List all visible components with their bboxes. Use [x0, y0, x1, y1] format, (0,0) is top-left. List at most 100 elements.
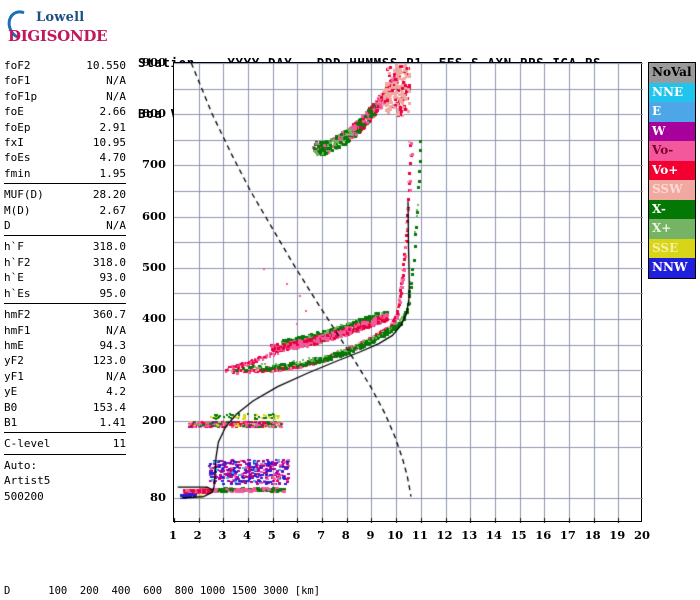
x-tick-label: 4 [243, 528, 252, 542]
parameter-row: h`Es 95.0 [4, 286, 126, 301]
legend-item-x-[interactable]: X- [649, 199, 695, 219]
legend-item-vo-[interactable]: Vo- [649, 141, 695, 161]
x-tick-label: 5 [267, 528, 276, 542]
legend-item-ssw[interactable]: SSW [649, 180, 695, 200]
x-tick-label: 6 [292, 528, 301, 542]
x-tick-label: 11 [411, 528, 428, 542]
x-tick-label: 16 [535, 528, 552, 542]
parameter-value: 94.3 [99, 338, 127, 352]
legend-item-w[interactable]: W [649, 121, 695, 141]
parameter-value: 1.95 [99, 166, 127, 180]
parameter-key: B1 [4, 415, 18, 429]
ionogram-parameter-panel: foF2 10.550 foF1 N/A foF1p N/A foE 2.66 foEp 2.91… [4, 58, 126, 504]
parameter-group: h`F 318.0 h`F2 318.0 h`E 93.0 h`Es 95.0 [4, 239, 126, 305]
y-tick-label: 200 [141, 413, 166, 428]
x-tick-label: 9 [366, 528, 375, 542]
parameter-value: 93.0 [99, 271, 127, 285]
parameter-row: yF1 N/A [4, 369, 126, 384]
parameter-row: fxI 10.95 [4, 135, 126, 150]
parameter-value: N/A [106, 219, 126, 233]
direction-color-legend: NoVal NNE E W Vo- Vo+ SSW X- X+ SSE NNW [648, 62, 696, 279]
parameter-key: foF1 [4, 74, 31, 88]
x-tick-label: 18 [584, 528, 601, 542]
parameter-value: 2.66 [99, 105, 127, 119]
parameter-value: 360.7 [92, 308, 126, 322]
y-tick-label: 400 [141, 311, 166, 325]
auto-code: 500200 [4, 489, 44, 503]
parameter-row: foF2 10.550 [4, 58, 126, 73]
logo-brand-bottom: DIGISONDE [8, 27, 108, 45]
parameter-group: hmF2 360.7 hmF1 N/A hmE 94.3 yF2 123.0 yF1 N/A yE 4… [4, 307, 127, 434]
parameter-key: yE [4, 385, 18, 399]
parameter-value: 318.0 [92, 240, 126, 254]
parameter-key: h`F2 [4, 255, 31, 269]
x-tick-label: 14 [485, 528, 502, 542]
ionogram-plot-area [173, 62, 643, 523]
parameter-key: foF2 [4, 59, 31, 72]
x-tick-label: 2 [193, 528, 202, 542]
legend-item-nne[interactable]: NNE [649, 82, 695, 102]
legend-item-vo-[interactable]: Vo+ [649, 160, 695, 180]
x-axis-labels: 1 2 3 4 5 6 7 8 9 10 11 12 13 14 15 16 17 18 19 20 [169, 528, 650, 544]
parameter-key: hmE [4, 338, 24, 352]
legend-item-nnw[interactable]: NNW [649, 258, 695, 278]
parameter-key: foEp [4, 120, 31, 134]
x-tick-label: 15 [510, 528, 527, 542]
parameter-value: 95.0 [99, 286, 127, 300]
parameter-row: h`F2 318.0 [4, 255, 126, 270]
parameter-key: D [4, 219, 11, 233]
legend-item-e[interactable]: E [649, 102, 695, 122]
y-tick-label: 600 [141, 208, 166, 223]
auto-name: Artist5 [4, 474, 51, 488]
y-tick-label: 800 [141, 106, 166, 121]
parameter-row: hmF2 360.7 [4, 307, 126, 322]
parameter-key: yF1 [4, 369, 24, 383]
parameter-value: 28.20 [92, 188, 126, 202]
parameter-value: 318.0 [92, 255, 126, 269]
x-tick-label: 8 [341, 528, 350, 542]
lowell-digisonde-logo: Lowell DIGISONDE [2, 5, 126, 50]
parameter-key: fxI [4, 136, 24, 150]
parameter-value: N/A [106, 89, 126, 103]
parameter-value: 2.91 [99, 120, 127, 134]
parameter-value: N/A [106, 74, 126, 88]
x-tick-label: 19 [609, 528, 626, 542]
x-tick-label: 7 [317, 528, 326, 542]
x-tick-label: 20 [633, 528, 651, 542]
parameter-row: foEp 2.91 [4, 120, 126, 135]
parameter-row: foEs 4.70 [4, 150, 126, 165]
auto-scaler-block: Auto: Artist5 500200 [4, 458, 126, 504]
x-tick-label: 3 [218, 528, 227, 542]
parameter-key: C-level [4, 437, 51, 451]
parameter-key: foF1p [4, 89, 38, 103]
y-tick-label: 700 [141, 157, 166, 172]
parameter-value: 4.2 [106, 385, 126, 399]
footer-info: D 100 200 400 600 800 1000 1500 3000 [km… [4, 556, 630, 600]
parameter-key: MUF(D) [4, 188, 44, 202]
parameter-key: foE [4, 105, 24, 119]
parameter-row: h`E 93.0 [4, 270, 126, 285]
parameter-key: fmin [4, 166, 31, 180]
parameter-key: hmF1 [4, 323, 31, 337]
parameter-group: MUF(D) 28.20 M(D) 2.67 D N/A [4, 187, 126, 237]
x-tick-label: 1 [168, 528, 178, 542]
parameter-key: hmF2 [4, 308, 31, 322]
parameter-row: fmin 1.95 [4, 166, 126, 181]
parameter-row: yF2 123.0 [4, 353, 126, 368]
parameter-value: 153.4 [92, 400, 126, 414]
parameter-value: 10.550 [86, 59, 126, 72]
parameter-row: hmF1 N/A [4, 323, 126, 338]
parameter-group: foF2 10.550 foF1 N/A foF1p N/A foE 2.66 foEp 2.91… [4, 58, 127, 185]
parameter-row: h`F 318.0 [4, 239, 126, 254]
parameter-key: h`E [4, 271, 24, 285]
parameter-key: foEs [4, 151, 31, 165]
parameter-value: 4.70 [99, 151, 127, 165]
parameter-row: foF1p N/A [4, 89, 126, 104]
parameter-row: B0 153.4 [4, 400, 126, 415]
legend-item-noval[interactable]: NoVal [649, 63, 695, 83]
legend-item-sse[interactable]: SSE [649, 238, 695, 258]
legend-item-x-[interactable]: X+ [649, 219, 695, 239]
parameter-value: 10.95 [92, 136, 126, 150]
parameter-key: h`F [4, 240, 24, 254]
parameter-value: 11 [112, 437, 126, 451]
